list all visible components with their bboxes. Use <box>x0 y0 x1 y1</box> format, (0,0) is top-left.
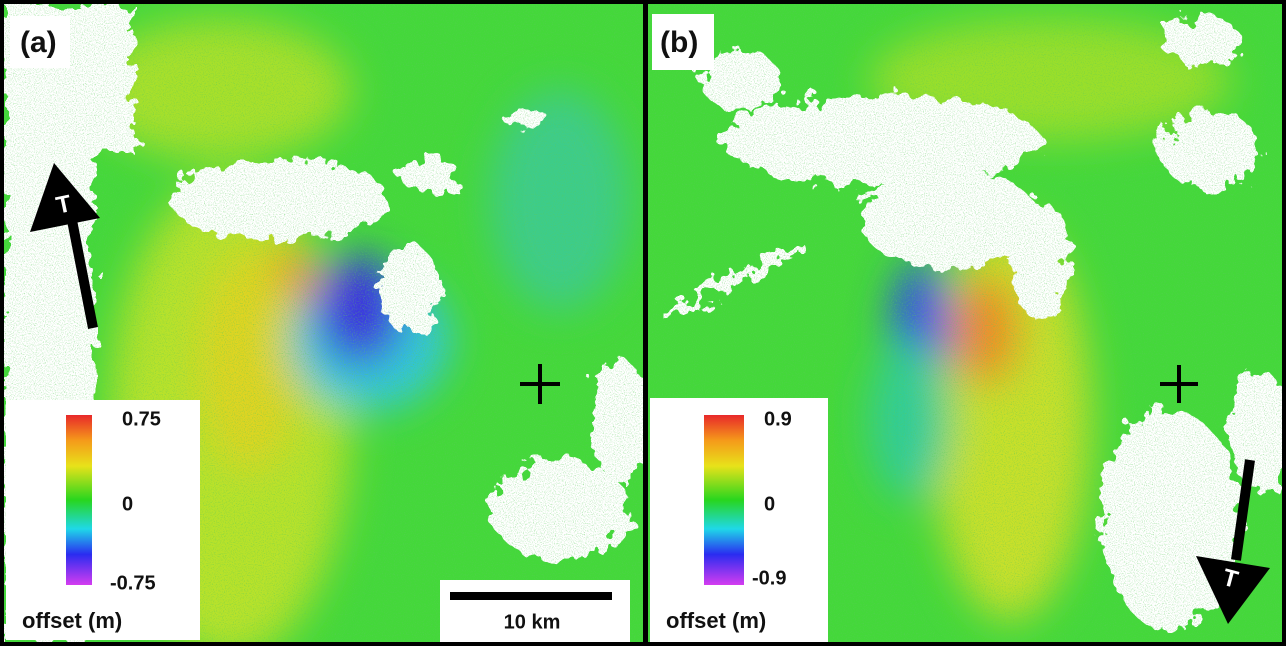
map-a <box>4 4 643 642</box>
crosshair <box>520 364 560 404</box>
crosshair <box>1160 365 1198 403</box>
colorbar <box>66 415 92 585</box>
scale-box <box>440 580 630 642</box>
colorbar-tick: -0.75 <box>110 572 156 594</box>
colorbar-tick: 0.75 <box>122 408 161 430</box>
colorbar-tick: 0 <box>764 493 775 515</box>
arrow-label: T <box>54 190 74 220</box>
colorbar-label: offset (m) <box>666 608 766 633</box>
panel-label: (b) <box>660 26 698 59</box>
direction-arrow: T <box>1196 459 1270 624</box>
arrow-label: T <box>1220 564 1241 594</box>
colorbar-box <box>6 400 200 640</box>
label-box <box>10 16 70 68</box>
colorbar-label: offset (m) <box>22 608 122 633</box>
colorbar-tick: 0.9 <box>764 408 792 430</box>
colorbar-tick: 0 <box>122 493 133 515</box>
divider <box>643 2 648 644</box>
panel-label: (a) <box>20 26 57 59</box>
direction-arrow: T <box>30 163 100 329</box>
scale-label: 10 km <box>504 611 561 633</box>
colorbar-tick: -0.9 <box>752 567 786 589</box>
label-box <box>652 14 714 70</box>
colorbar <box>704 415 744 585</box>
